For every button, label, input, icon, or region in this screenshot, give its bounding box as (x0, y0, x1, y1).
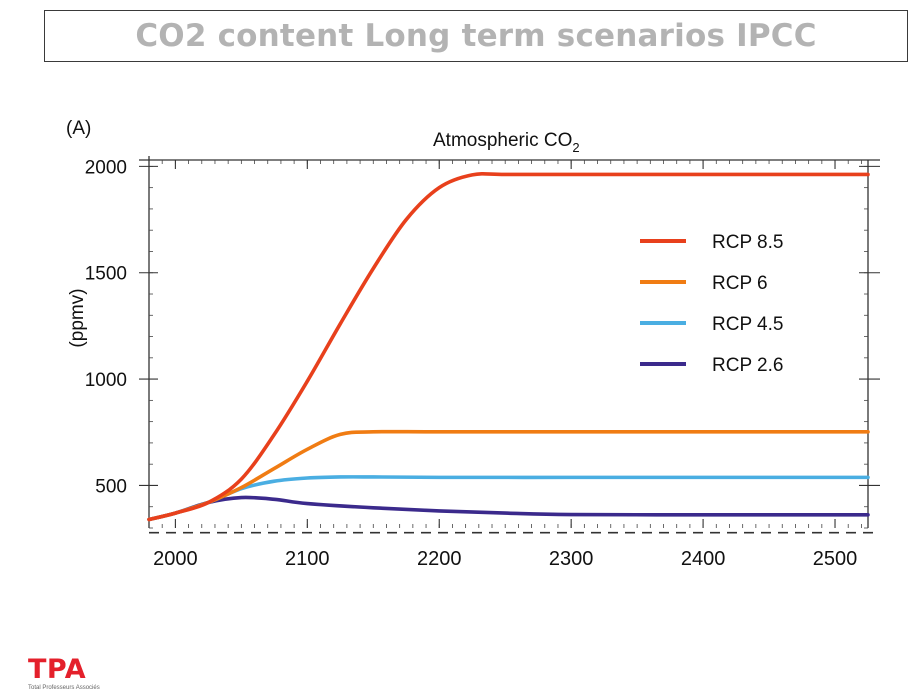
series-line-rcp-2-6 (147, 495, 870, 522)
panel-label: (A) (66, 118, 91, 139)
x-tick-label: 2400 (681, 548, 726, 570)
y-tick-label: 2000 (85, 157, 127, 178)
logo-main-text: TPA (28, 654, 87, 685)
slide-title-box: CO2 content Long term scenarios IPCC (44, 10, 908, 62)
y-tick-label: 1500 (85, 264, 127, 285)
legend-label: RCP 4.5 (712, 314, 783, 335)
y-tick-label: 500 (95, 476, 127, 497)
legend-label: RCP 2.6 (712, 355, 783, 376)
y-axis-label: (ppmv) (67, 288, 88, 347)
x-tick-label: 2300 (549, 548, 594, 570)
slide-title: CO2 content Long term scenarios IPCC (135, 18, 817, 54)
y-tick-label: 1000 (85, 370, 127, 391)
x-tick-label: 2000 (153, 548, 198, 570)
chart-title-main: Atmospheric CO (433, 130, 572, 151)
series-line-rcp-8-5 (147, 172, 870, 522)
legend-label: RCP 6 (712, 273, 768, 294)
x-tick-label: 2100 (285, 548, 330, 570)
logo-sub-text: Total Professeurs Associés (28, 685, 100, 691)
chart-title: Atmospheric CO2 (433, 130, 580, 155)
chart-title-subscript: 2 (572, 140, 579, 155)
x-tick-label: 2500 (813, 548, 858, 570)
tpa-logo: TPA Total Professeurs Associés (28, 656, 100, 692)
x-tick-label: 2200 (417, 548, 462, 570)
legend-label: RCP 8.5 (712, 232, 783, 253)
